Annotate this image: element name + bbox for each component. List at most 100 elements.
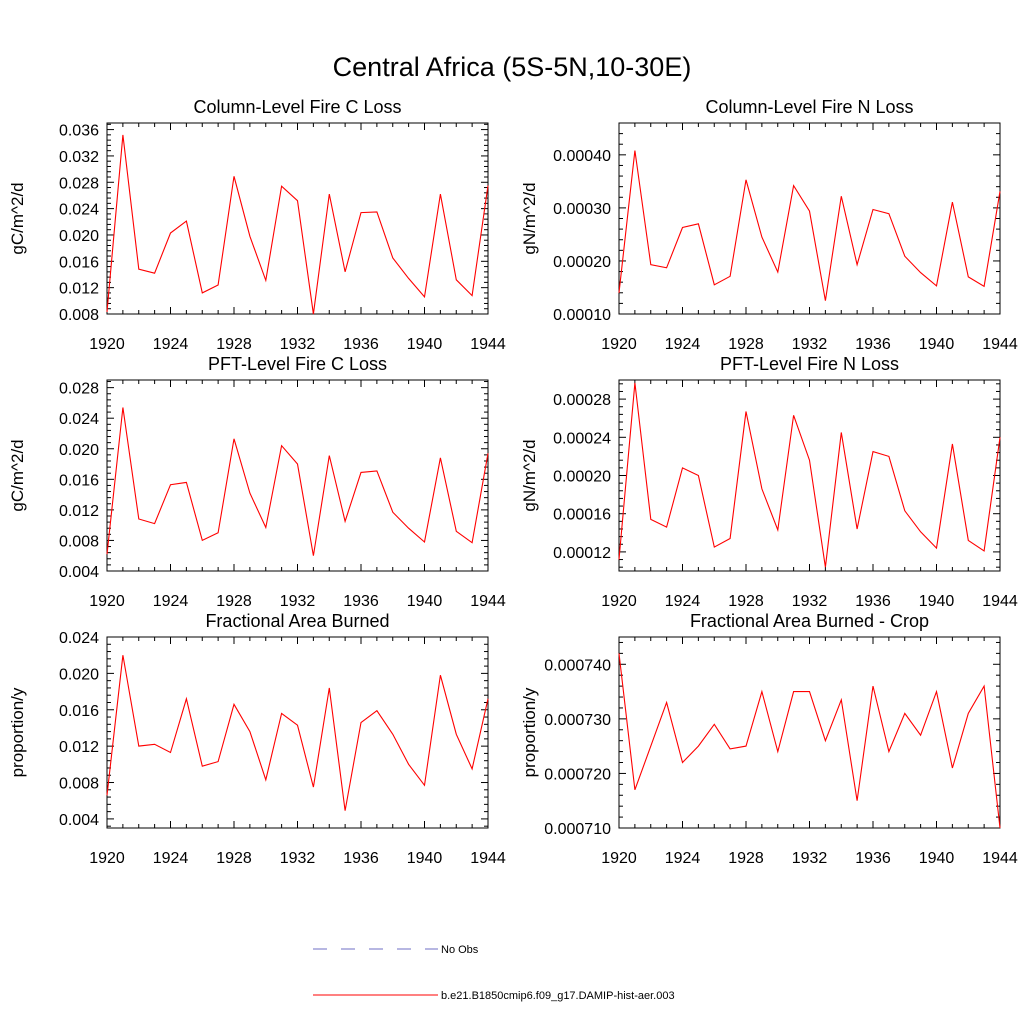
panel-title: PFT-Level Fire C Loss [208, 354, 387, 374]
y-tick-label: 0.00020 [553, 254, 611, 271]
x-tick-label: 1944 [470, 593, 506, 610]
x-tick-label: 1928 [216, 593, 252, 610]
y-axis-label: gC/m^2/d [8, 182, 27, 254]
x-tick-label: 1928 [728, 593, 764, 610]
panel-title: Fractional Area Burned [205, 611, 389, 631]
y-tick-label: 0.036 [59, 123, 99, 140]
y-tick-label: 0.008 [59, 307, 99, 324]
y-tick-label: 0.00010 [553, 307, 611, 324]
series-line [618, 150, 1001, 301]
x-tick-label: 1924 [665, 593, 701, 610]
x-tick-label: 1920 [601, 336, 637, 353]
panel-2: Column-Level Fire N Loss gN/m^2/d 1920 1924… [520, 97, 1018, 353]
y-tick-label: 0.000740 [544, 657, 611, 674]
y-tick-label: 0.008 [59, 533, 99, 550]
x-tick-label: 1920 [601, 593, 637, 610]
x-tick-label: 1932 [280, 336, 316, 353]
x-tick-label: 1936 [343, 850, 379, 867]
y-tick-label: 0.000710 [544, 821, 611, 838]
series-line [106, 655, 489, 811]
x-tick-label: 1924 [153, 593, 189, 610]
x-tick-label: 1928 [728, 850, 764, 867]
x-tick-label: 1928 [216, 336, 252, 353]
panel-1: Column-Level Fire C Loss gC/m^2/d 1920 1924… [8, 97, 506, 353]
x-tick-label: 1932 [792, 336, 828, 353]
x-tick-label: 1944 [982, 336, 1018, 353]
plot-frame [106, 122, 489, 315]
y-tick-label: 0.016 [59, 703, 99, 720]
y-tick-label: 0.020 [59, 442, 99, 459]
series-line [106, 134, 489, 315]
y-tick-label: 0.00020 [553, 469, 611, 486]
x-tick-label: 1940 [407, 593, 443, 610]
x-tick-label: 1940 [919, 593, 955, 610]
x-tick-label: 1940 [919, 850, 955, 867]
panel-6: Fractional Area Burned - Crop proportion/… [520, 611, 1018, 867]
y-axis-label: gC/m^2/d [8, 439, 27, 511]
y-tick-label: 0.032 [59, 149, 99, 166]
y-tick-label: 0.012 [59, 503, 99, 520]
x-tick-label: 1936 [855, 593, 891, 610]
legend: No Obs b.e21.B1850cmip6.f09_g17.DAMIP-his… [313, 944, 675, 1002]
x-tick-label: 1920 [601, 850, 637, 867]
x-tick-label: 1936 [855, 336, 891, 353]
y-tick-label: 0.016 [59, 254, 99, 271]
x-tick-label: 1940 [407, 850, 443, 867]
y-tick-label: 0.00024 [553, 430, 611, 447]
x-tick-label: 1944 [470, 850, 506, 867]
series-line [618, 382, 1001, 568]
x-tick-label: 1932 [792, 593, 828, 610]
x-tick-label: 1924 [153, 336, 189, 353]
y-axis-label: proportion/y [8, 687, 27, 777]
y-tick-label: 0.028 [59, 381, 99, 398]
y-tick-label: 0.012 [59, 739, 99, 756]
x-tick-label: 1924 [665, 850, 701, 867]
x-tick-label: 1936 [855, 850, 891, 867]
plot-frame [618, 379, 1001, 572]
y-tick-label: 0.00012 [553, 545, 611, 562]
y-tick-label: 0.00016 [553, 507, 611, 524]
x-tick-label: 1920 [89, 850, 125, 867]
x-tick-label: 1940 [919, 336, 955, 353]
panel-title: Column-Level Fire N Loss [705, 97, 913, 117]
x-tick-label: 1928 [728, 336, 764, 353]
series-line [106, 407, 489, 556]
y-tick-label: 0.000730 [544, 712, 611, 729]
y-tick-label: 0.024 [59, 630, 99, 647]
panel-3: PFT-Level Fire C Loss gC/m^2/d 1920 1924 192… [8, 354, 506, 610]
y-tick-label: 0.012 [59, 281, 99, 298]
y-tick-label: 0.00030 [553, 201, 611, 218]
x-tick-label: 1932 [792, 850, 828, 867]
x-tick-label: 1932 [280, 850, 316, 867]
legend-label-2: b.e21.B1850cmip6.f09_g17.DAMIP-hist-aer.… [441, 990, 675, 1002]
plot-frame [106, 379, 489, 572]
x-tick-label: 1928 [216, 850, 252, 867]
panel-title: PFT-Level Fire N Loss [720, 354, 899, 374]
y-tick-label: 0.016 [59, 472, 99, 489]
series-line [618, 653, 1001, 829]
y-tick-label: 0.008 [59, 776, 99, 793]
plot-frame [618, 122, 1001, 315]
y-axis-label: gN/m^2/d [520, 182, 539, 254]
x-tick-label: 1932 [280, 593, 316, 610]
y-tick-label: 0.020 [59, 228, 99, 245]
y-tick-label: 0.00028 [553, 392, 611, 409]
y-tick-label: 0.00040 [553, 148, 611, 165]
y-tick-label: 0.024 [59, 202, 99, 219]
panel-title: Fractional Area Burned - Crop [690, 611, 929, 631]
x-tick-label: 1920 [89, 593, 125, 610]
y-tick-label: 0.004 [59, 812, 99, 829]
x-tick-label: 1920 [89, 336, 125, 353]
figure-title: Central Africa (5S-5N,10-30E) [333, 52, 692, 82]
y-tick-label: 0.000720 [544, 766, 611, 783]
panel-title: Column-Level Fire C Loss [193, 97, 401, 117]
x-tick-label: 1924 [665, 336, 701, 353]
y-axis-label: proportion/y [520, 687, 539, 777]
legend-label-1: No Obs [441, 944, 479, 956]
y-axis-label: gN/m^2/d [520, 439, 539, 511]
y-tick-label: 0.028 [59, 175, 99, 192]
x-tick-label: 1944 [982, 593, 1018, 610]
x-tick-label: 1944 [470, 336, 506, 353]
plot-frame [618, 636, 1001, 829]
